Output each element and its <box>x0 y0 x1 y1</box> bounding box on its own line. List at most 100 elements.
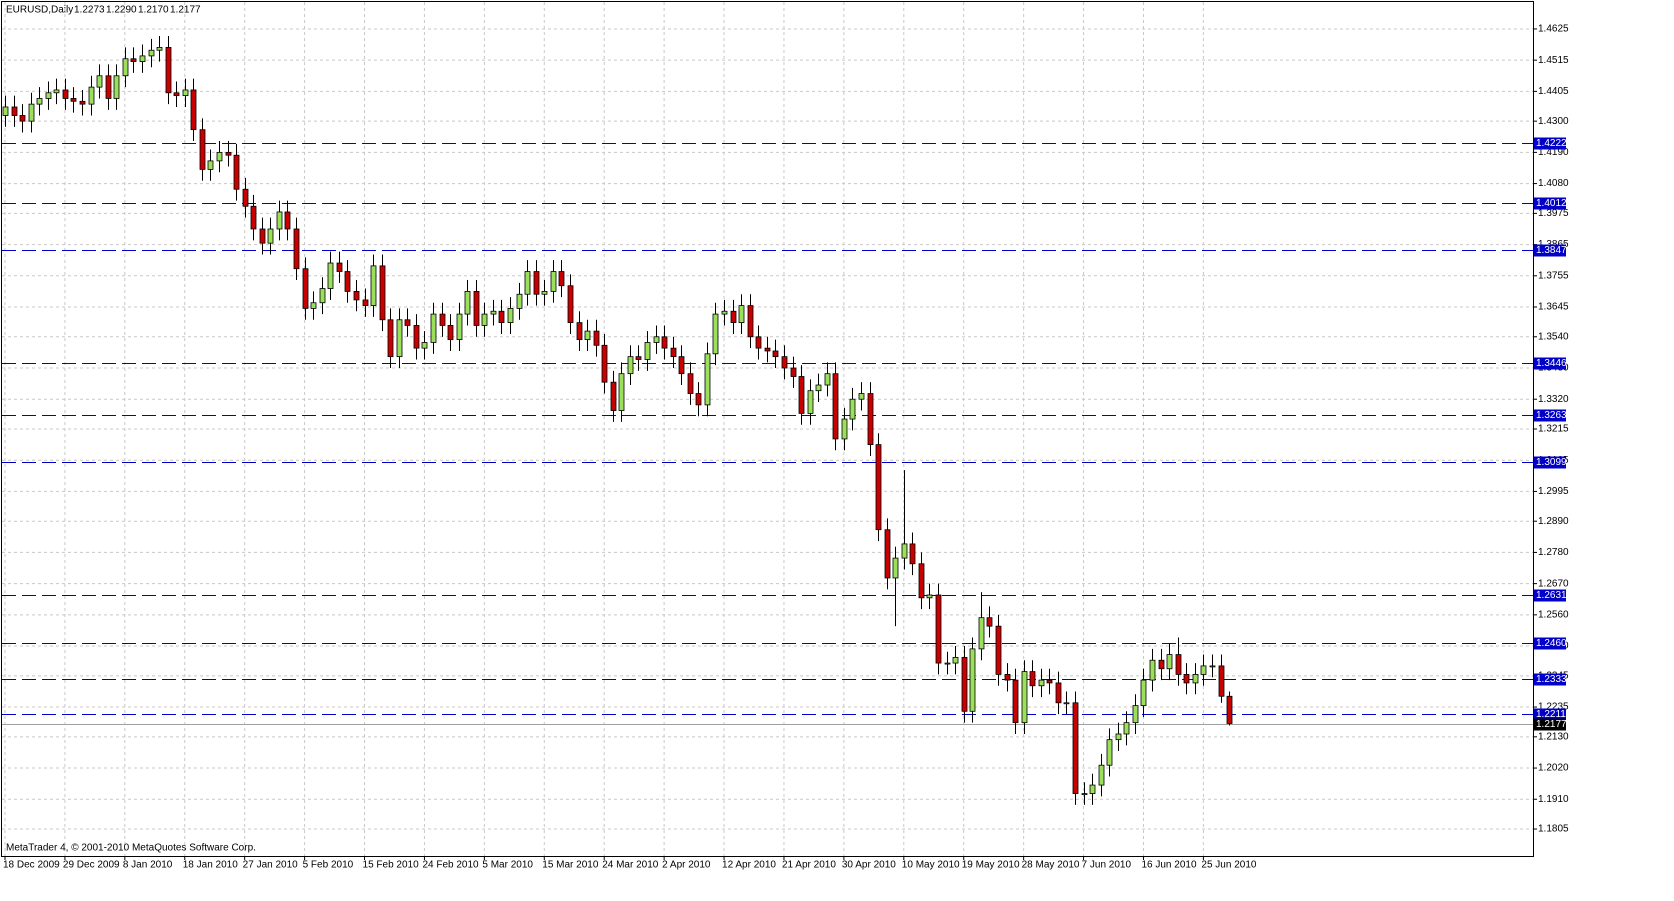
candle-body <box>695 393 702 406</box>
candle-body <box>464 290 471 315</box>
x-tick-label: 27 Jan 2010 <box>243 860 298 871</box>
candle-body <box>276 211 283 230</box>
candle-body <box>225 151 232 156</box>
candle-body <box>584 330 591 341</box>
candle-body <box>1183 674 1190 684</box>
candle-body <box>704 353 711 406</box>
candle-body <box>447 325 454 341</box>
level-label-box <box>1534 637 1566 650</box>
candle-body <box>1055 682 1062 704</box>
candle-body <box>259 228 266 244</box>
close-label: 1.2177 <box>170 5 201 16</box>
level-label: 1.4222 <box>1536 138 1567 149</box>
y-tick-label: 1.1910 <box>1538 794 1569 805</box>
symbol-title: EURUSD,Daily <box>6 5 73 16</box>
candle-body <box>1012 679 1019 724</box>
candle-body <box>764 347 771 352</box>
candle-body <box>45 92 52 99</box>
x-tick-label: 25 Jun 2010 <box>1201 860 1256 871</box>
level-label-box <box>1534 137 1566 150</box>
candle-body <box>524 271 531 295</box>
candle-body <box>88 86 95 105</box>
candle-body <box>362 299 369 306</box>
candle-body <box>1081 793 1088 795</box>
candle-body <box>250 205 257 230</box>
high-label: 1.2290 <box>106 5 137 16</box>
candle-body <box>233 154 240 190</box>
footer: MetaTrader 4, © 2001-2010 MetaQuotes Sof… <box>6 843 256 854</box>
candle-body <box>1089 784 1096 794</box>
x-tick-label: 15 Mar 2010 <box>542 860 599 871</box>
candle-body <box>79 100 86 105</box>
candle-body <box>986 617 993 627</box>
candle-body <box>19 115 26 122</box>
candle-body <box>661 336 668 349</box>
last-price-label: 1.2177 <box>1536 719 1567 730</box>
candle-body <box>1218 665 1225 697</box>
y-tick-label: 1.2890 <box>1538 516 1569 527</box>
candle-body <box>1209 665 1216 668</box>
candle-body <box>421 342 428 349</box>
y-tick-label: 1.3320 <box>1538 394 1569 405</box>
candle-body <box>1149 659 1156 681</box>
candle-body <box>1192 674 1199 684</box>
y-tick-label: 1.2670 <box>1538 578 1569 589</box>
candle-body <box>344 271 351 292</box>
last-price-box <box>1534 718 1566 731</box>
y-tick-label: 1.2235 <box>1538 702 1569 713</box>
candle-body <box>567 285 574 324</box>
y-tick-label: 1.3215 <box>1538 424 1569 435</box>
candle-body <box>1063 702 1070 705</box>
candle-body <box>387 319 394 358</box>
candle-body <box>310 302 317 309</box>
candle-body <box>618 373 625 411</box>
candle-body <box>370 265 377 306</box>
candle-body <box>576 322 583 341</box>
y-tick-label: 1.2780 <box>1538 547 1569 558</box>
candle-body <box>439 313 446 326</box>
candle-body <box>1158 659 1165 670</box>
x-tick-label: 12 Apr 2010 <box>722 860 776 871</box>
candle-body <box>858 393 865 400</box>
candle-body <box>1132 705 1139 724</box>
candle-body <box>319 288 326 304</box>
candle-body <box>456 313 463 341</box>
candle-body <box>507 308 514 324</box>
candle-body <box>130 58 137 62</box>
candle-body <box>541 290 548 295</box>
candle-body <box>849 398 856 420</box>
candle-body <box>653 336 660 343</box>
candle-body <box>1200 665 1207 675</box>
x-tick-label: 10 May 2010 <box>902 860 960 871</box>
candle-body <box>396 319 403 358</box>
candle-body <box>498 310 505 324</box>
x-tick-label: 5 Feb 2010 <box>303 860 354 871</box>
candle-body <box>216 151 223 162</box>
candle-body <box>293 228 300 270</box>
candle-body <box>302 268 309 309</box>
candle-body <box>670 347 677 358</box>
candle-body <box>336 262 343 272</box>
y-tick-label: 1.2995 <box>1538 486 1569 497</box>
candle-body <box>961 656 968 712</box>
candle-body <box>747 305 754 338</box>
candle-body <box>969 648 976 712</box>
x-tick-label: 28 May 2010 <box>1022 860 1080 871</box>
y-tick-label: 1.2560 <box>1538 609 1569 620</box>
level-label-box <box>1534 409 1566 422</box>
level-label: 1.2631 <box>1536 590 1567 601</box>
candle-body <box>593 330 600 346</box>
candle-body <box>148 49 155 57</box>
level-label-box <box>1534 708 1566 721</box>
candle-body <box>807 390 814 414</box>
x-tick-label: 2 Apr 2010 <box>662 860 711 871</box>
candle-body <box>721 310 728 315</box>
candle-body <box>62 89 69 99</box>
candle-body <box>644 342 651 360</box>
candle-body <box>755 336 762 349</box>
x-tick-label: 5 Mar 2010 <box>482 860 533 871</box>
candle-body <box>935 594 942 664</box>
y-tick-label: 1.3645 <box>1538 302 1569 313</box>
y-tick-label: 1.4515 <box>1538 55 1569 66</box>
